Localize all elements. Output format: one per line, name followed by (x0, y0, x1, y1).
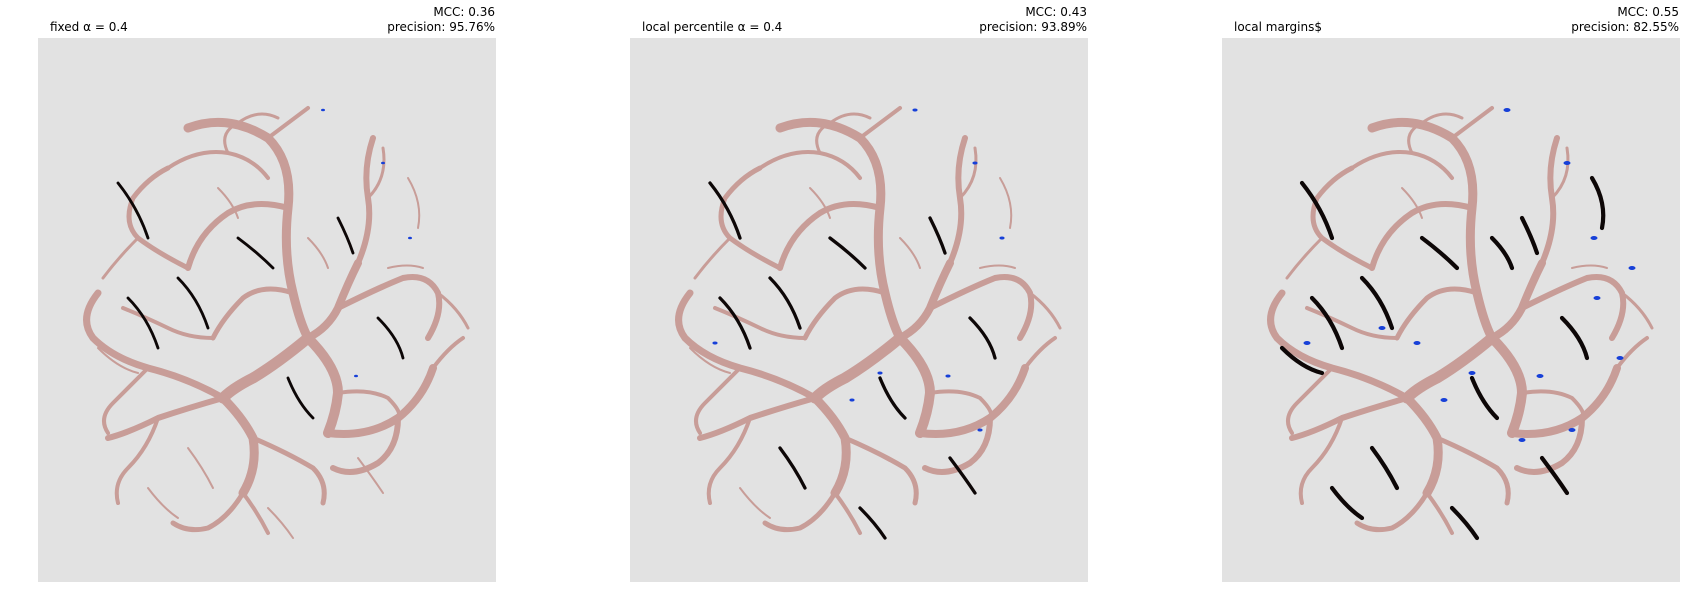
panel-title: local percentile α = 0.4 (642, 20, 783, 34)
mcc-label: MCC: 0.43 (1025, 5, 1087, 19)
vessel-map (1267, 106, 1654, 541)
vessel-map (675, 106, 1062, 540)
segmentation-image (1222, 38, 1680, 582)
mcc-label: MCC: 0.36 (433, 5, 495, 19)
precision-label: precision: 82.55% (1571, 20, 1679, 34)
precision-label: precision: 95.76% (387, 20, 495, 34)
panel-title: local margins$ (1234, 20, 1322, 34)
vessel-map (83, 106, 470, 539)
precision-label: precision: 93.89% (979, 20, 1087, 34)
segmentation-image (38, 38, 496, 582)
panel-title: fixed α = 0.4 (50, 20, 128, 34)
segmentation-image (630, 38, 1088, 582)
mcc-label: MCC: 0.55 (1617, 5, 1679, 19)
